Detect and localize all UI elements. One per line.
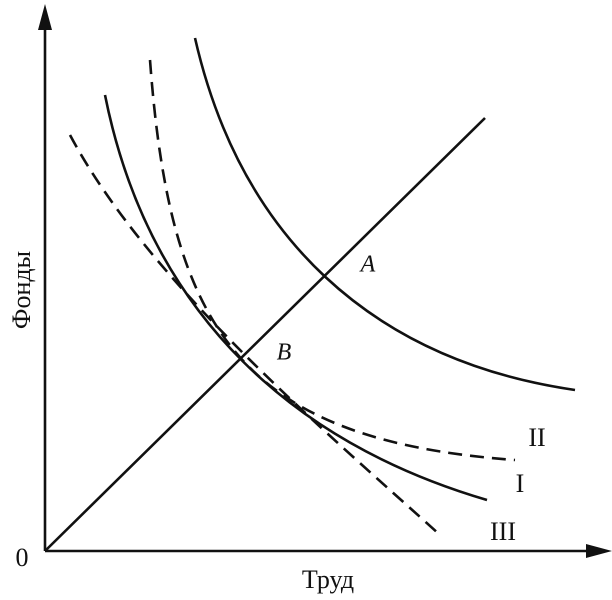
curve-label: II [528,423,545,452]
point-label: B [277,340,292,366]
isoquant-i [103,94,488,502]
curve-label: I [516,469,525,498]
isoquant-ii [148,59,516,462]
isoquant-iii [68,134,441,536]
y-axis-label: Фонды [7,251,36,329]
isoquant-upper [193,37,576,392]
x-axis-label: Труд [302,565,354,594]
x-axis-arrow [586,544,612,558]
point-label: A [359,252,376,278]
expansion-ray [44,117,486,552]
curve-label: III [490,517,516,546]
y-axis-arrow [38,4,52,30]
origin-label: 0 [16,543,29,572]
